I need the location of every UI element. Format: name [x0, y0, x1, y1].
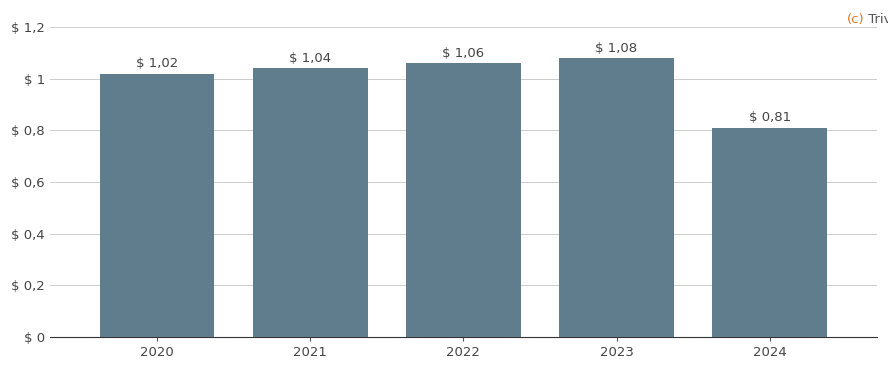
Bar [712, 128, 827, 337]
Text: $ 1,02: $ 1,02 [136, 57, 178, 70]
Text: $ 1,08: $ 1,08 [596, 42, 638, 55]
Text: $ 1,06: $ 1,06 [442, 47, 485, 60]
Text: (c): (c) [846, 13, 864, 26]
Text: Trivano.com: Trivano.com [864, 13, 888, 26]
Bar [99, 74, 215, 337]
Text: $ 0,81: $ 0,81 [749, 111, 790, 124]
Text: $ 1,04: $ 1,04 [289, 52, 331, 65]
Bar [406, 63, 520, 337]
Bar [253, 68, 368, 337]
Bar [559, 58, 674, 337]
